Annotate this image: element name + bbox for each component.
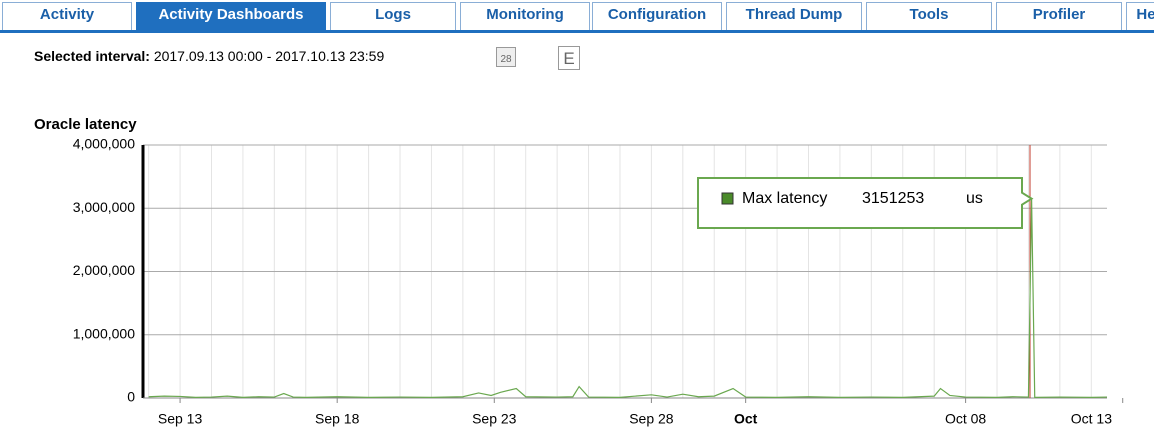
y-tick-label: 3,000,000 bbox=[73, 199, 135, 215]
tab[interactable]: Thread Dump bbox=[726, 2, 862, 30]
tab[interactable]: Tools bbox=[866, 2, 992, 30]
interval-row: Selected interval: 2017.09.13 00:00 - 20… bbox=[34, 48, 384, 64]
tab[interactable]: Activity Dashboards bbox=[136, 2, 326, 30]
x-tick-label: Oct 13 bbox=[1071, 411, 1112, 427]
tooltip-unit: us bbox=[966, 190, 983, 207]
tooltip-name: Max latency bbox=[742, 190, 827, 207]
tab[interactable]: Activity bbox=[2, 2, 132, 30]
y-tick-label: 0 bbox=[127, 389, 135, 405]
tooltip-box bbox=[697, 177, 1034, 229]
tab[interactable]: Configuration bbox=[592, 2, 722, 30]
y-tick-label: 1,000,000 bbox=[73, 325, 135, 341]
tab[interactable]: Monitoring bbox=[460, 2, 590, 30]
tooltip-value: 3151253 bbox=[862, 190, 924, 207]
x-tick-label: Sep 23 bbox=[472, 411, 517, 427]
x-tick-label: Oct bbox=[734, 411, 758, 427]
tab[interactable]: Profiler bbox=[996, 2, 1122, 30]
chart-title: Oracle latency bbox=[34, 116, 137, 133]
interval-label: Selected interval: bbox=[34, 48, 150, 64]
interval-value: 2017.09.13 00:00 - 2017.10.13 23:59 bbox=[153, 48, 385, 64]
series-line bbox=[148, 198, 1108, 398]
y-tick-label: 4,000,000 bbox=[73, 136, 135, 152]
e-button[interactable]: E bbox=[558, 46, 580, 70]
calendar-button[interactable]: 28 bbox=[496, 47, 516, 67]
tab-underline bbox=[0, 30, 1154, 33]
x-tick-label: Oct 08 bbox=[945, 411, 986, 427]
x-tick-label: Sep 28 bbox=[629, 411, 674, 427]
tab[interactable]: He bbox=[1126, 2, 1154, 30]
tooltip-swatch bbox=[721, 192, 734, 205]
tooltip: Max latency 3151253 us bbox=[697, 177, 1034, 229]
tab[interactable]: Logs bbox=[330, 2, 456, 30]
x-tick-label: Sep 18 bbox=[315, 411, 360, 427]
x-tick-label: Sep 13 bbox=[158, 411, 203, 427]
y-tick-label: 2,000,000 bbox=[73, 262, 135, 278]
